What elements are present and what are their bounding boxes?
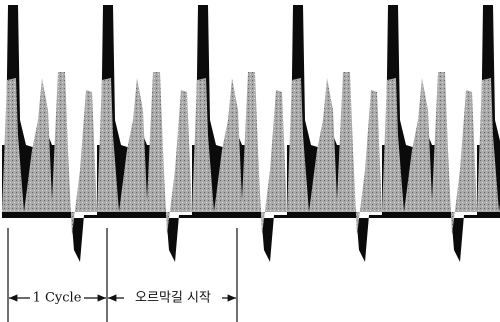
gray-trace	[192, 72, 287, 235]
gray-trace	[382, 72, 477, 235]
waveforms	[2, 5, 500, 262]
uphill-label: 오르막길 시작	[135, 291, 211, 306]
gray-trace	[287, 72, 382, 235]
gray-trace	[97, 72, 192, 235]
gray-trace	[2, 72, 97, 235]
figure: 1 Cycle 오르막길 시작	[0, 0, 500, 322]
cycle-label: 1 Cycle	[33, 291, 82, 306]
